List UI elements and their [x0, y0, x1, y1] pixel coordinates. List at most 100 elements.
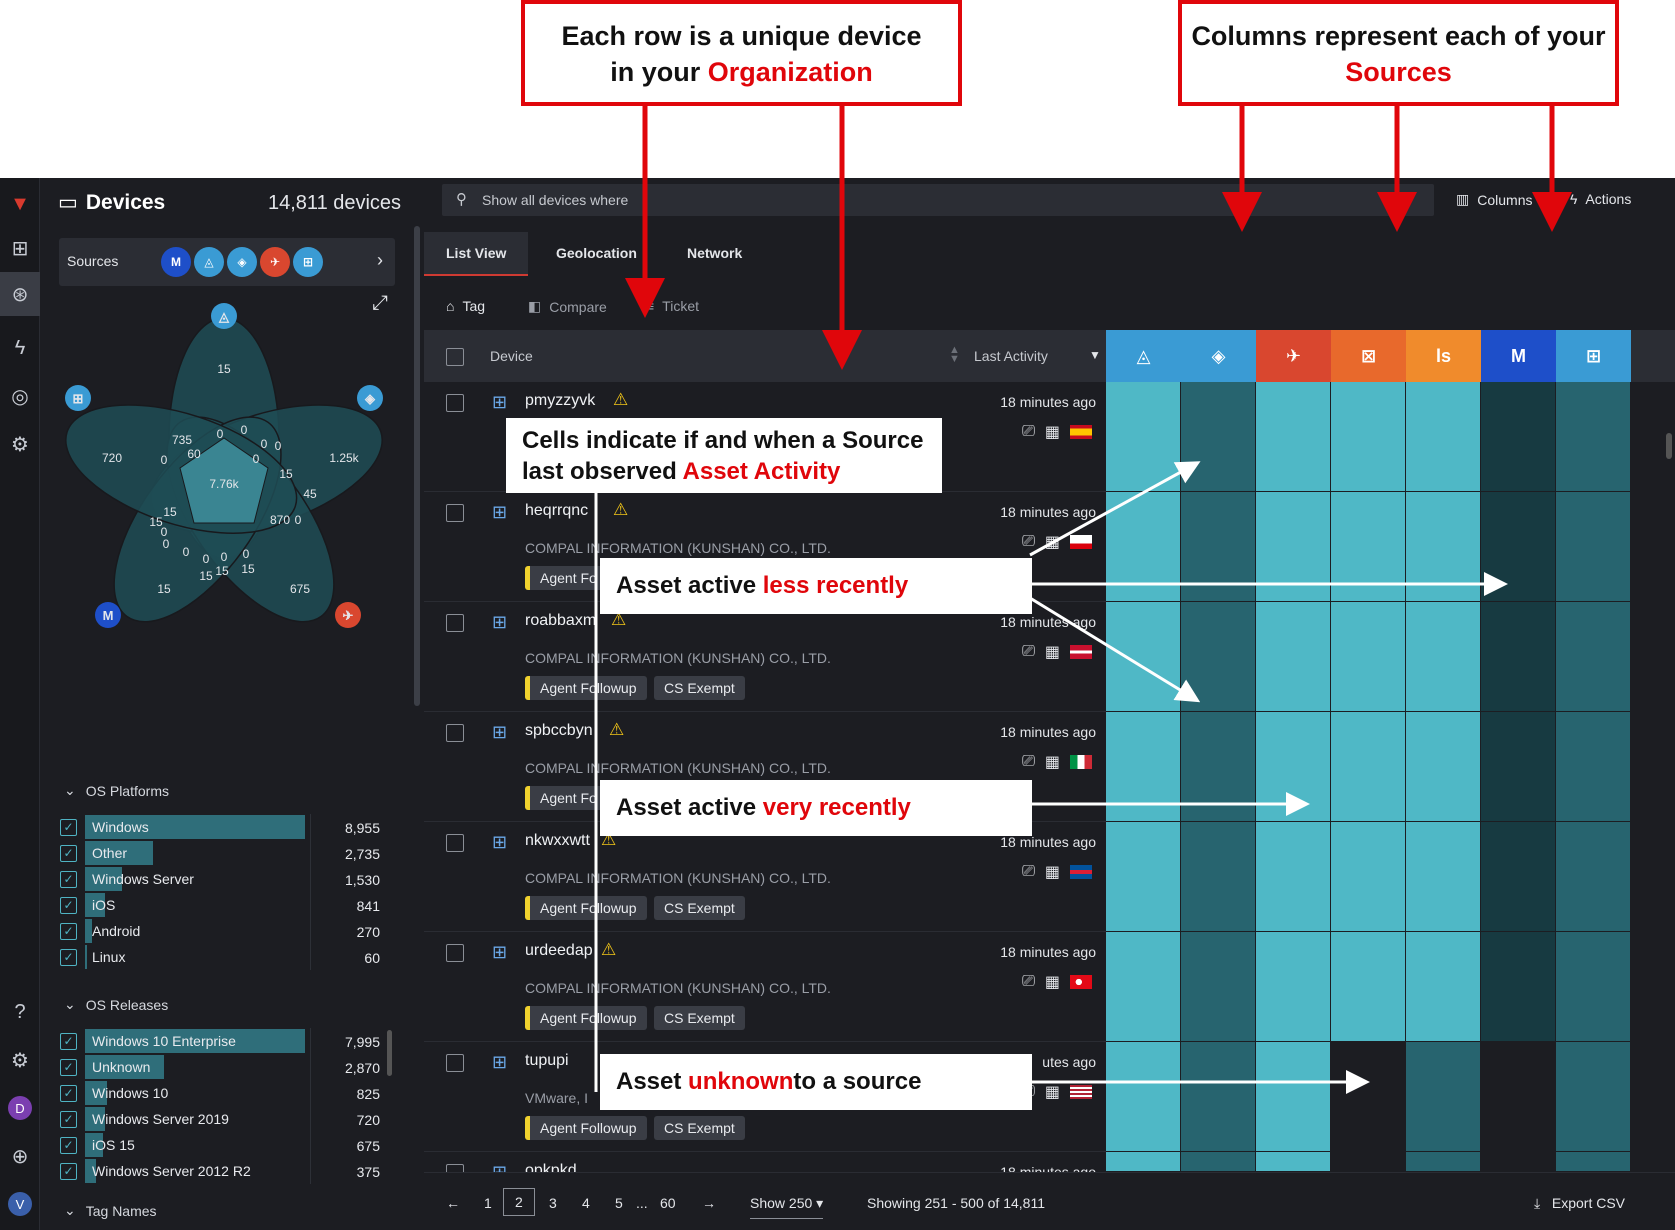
cs-exempt-tag[interactable]: CS Exempt	[654, 896, 745, 920]
search-bar[interactable]: ⚲ Show all devices where	[442, 184, 1434, 216]
neb-source-column-header[interactable]: M	[1481, 330, 1556, 382]
device-name[interactable]: nkwxxwtt	[525, 832, 590, 849]
activity-cell[interactable]	[1256, 932, 1331, 1042]
list-item[interactable]: ✓ Windows Server 2012 R2 375	[60, 1158, 390, 1184]
activity-cell[interactable]	[1331, 1042, 1406, 1152]
activity-cell[interactable]	[1256, 382, 1331, 492]
cs-exempt-tag[interactable]: CS Exempt	[654, 676, 745, 700]
page-5[interactable]: 5	[615, 1195, 623, 1211]
activity-cell[interactable]	[1331, 1152, 1406, 1172]
scan-source-column-header[interactable]: ⊠	[1331, 330, 1406, 382]
agent-followup-tag[interactable]: Agent Fo	[525, 566, 607, 590]
activity-cell[interactable]	[1181, 382, 1256, 492]
row-checkbox[interactable]	[446, 1054, 464, 1072]
row-checkbox[interactable]	[446, 394, 464, 412]
checkbox[interactable]: ✓	[60, 896, 77, 914]
table-row[interactable]: ⊞ roabbaxm ⚠ COMPAL INFORMATION (KUNSHAN) C…	[424, 602, 1106, 712]
radar-icon[interactable]: ◎	[11, 385, 29, 408]
tab-network[interactable]: Network	[687, 245, 743, 261]
table-scrollbar[interactable]	[1666, 433, 1672, 459]
activity-cell[interactable]	[1106, 1042, 1181, 1152]
list-item[interactable]: ✓ Windows 10 825	[60, 1080, 390, 1106]
page-4[interactable]: 4	[582, 1195, 590, 1211]
row-checkbox[interactable]	[446, 834, 464, 852]
checkbox[interactable]: ✓	[60, 948, 77, 966]
table-row[interactable]: ⊞ nkwxxwtt ⚠ COMPAL INFORMATION (KUNSHAN) C…	[424, 822, 1106, 932]
ticket-button[interactable]: ≡ Ticket	[646, 298, 699, 314]
activity-cell[interactable]	[1406, 492, 1481, 602]
activity-cell[interactable]	[1406, 1042, 1481, 1152]
tag-names-header[interactable]: ⌄ Tag Names	[64, 1202, 157, 1219]
activity-cell[interactable]	[1181, 492, 1256, 602]
activity-cell[interactable]	[1256, 602, 1331, 712]
activity-cell[interactable]	[1556, 822, 1631, 932]
next-page-arrow[interactable]: →	[702, 1195, 716, 1211]
agent-followup-tag[interactable]: Agent Followup	[525, 896, 647, 920]
sort-icon[interactable]: ▲ ▼	[949, 344, 960, 365]
activity-cell[interactable]	[1181, 932, 1256, 1042]
left-panel-scrollbar[interactable]	[414, 226, 420, 706]
activity-cell[interactable]	[1406, 932, 1481, 1042]
checkbox[interactable]: ✓	[60, 1110, 77, 1128]
row-checkbox[interactable]	[446, 614, 464, 632]
list-item[interactable]: ✓ Windows 10 Enterprise 7,995	[60, 1028, 390, 1054]
activity-cell[interactable]	[1256, 822, 1331, 932]
activity-cell[interactable]	[1106, 602, 1181, 712]
activity-cell[interactable]	[1556, 712, 1631, 822]
activity-cell[interactable]	[1256, 492, 1331, 602]
list-item[interactable]: ✓ Windows Server 1,530	[60, 866, 390, 892]
activity-cell[interactable]	[1406, 382, 1481, 492]
actions-button[interactable]: ϟ Actions	[1570, 191, 1631, 207]
list-item[interactable]: ✓ Windows 8,955	[60, 814, 390, 840]
settings-gear-icon[interactable]: ⚙	[11, 1049, 29, 1072]
device-column-header[interactable]: Device	[490, 348, 533, 364]
activity-cell[interactable]	[1406, 822, 1481, 932]
activity-cell[interactable]	[1481, 932, 1556, 1042]
list-item[interactable]: ✓ Other 2,735	[60, 840, 390, 866]
cs-exempt-tag[interactable]: CS Exempt	[654, 1116, 745, 1140]
list-item[interactable]: ✓ Android 270	[60, 918, 390, 944]
windows-source-icon[interactable]: ⊞	[293, 247, 323, 277]
globe-icon[interactable]: ⊕	[11, 1145, 29, 1168]
activity-cell[interactable]	[1556, 602, 1631, 712]
list-item[interactable]: ✓ iOS 15 675	[60, 1132, 390, 1158]
activity-cell[interactable]	[1481, 1042, 1556, 1152]
brand-logo-icon[interactable]: ▼	[10, 192, 30, 215]
sort-desc-icon[interactable]: ▼	[1089, 348, 1101, 362]
os-releases-header[interactable]: ⌄ OS Releases	[64, 996, 168, 1013]
checkbox[interactable]: ✓	[60, 844, 77, 862]
tag-button[interactable]: ⌂ Tag	[446, 298, 485, 314]
prev-page-arrow[interactable]: ←	[446, 1195, 460, 1211]
activity-cell[interactable]	[1481, 712, 1556, 822]
activity-cell[interactable]	[1181, 1042, 1256, 1152]
triangle-source-column-header[interactable]: ◬	[1106, 330, 1181, 382]
row-checkbox[interactable]	[446, 724, 464, 742]
activity-cell[interactable]	[1481, 1152, 1556, 1172]
activity-cell[interactable]	[1556, 492, 1631, 602]
agent-followup-tag[interactable]: Agent Followup	[525, 676, 647, 700]
activity-cell[interactable]	[1331, 712, 1406, 822]
checkbox[interactable]: ✓	[60, 870, 77, 888]
activity-cell[interactable]	[1106, 822, 1181, 932]
table-row[interactable]: ⊞ urdeedap ⚠ COMPAL INFORMATION (KUNSHAN) C…	[424, 932, 1106, 1042]
activity-cell[interactable]	[1406, 712, 1481, 822]
columns-button[interactable]: ▥ Columns	[1456, 191, 1532, 208]
select-all-checkbox[interactable]	[446, 348, 464, 366]
connector-icon[interactable]: ⚙	[11, 433, 29, 456]
activity-cell[interactable]	[1556, 1042, 1631, 1152]
falcon-source-column-header[interactable]: ✈	[1256, 330, 1331, 382]
device-name[interactable]: pmyzzyvk	[525, 392, 596, 409]
activity-cell[interactable]	[1331, 822, 1406, 932]
agent-followup-tag[interactable]: Agent Fo	[525, 786, 607, 810]
activity-cell[interactable]	[1481, 382, 1556, 492]
page-1[interactable]: 1	[484, 1195, 492, 1211]
sources-filter[interactable]: Sources M ◬ ◈ ✈ ⊞ ›	[59, 238, 395, 286]
list-item[interactable]: ✓ Linux 60	[60, 944, 390, 970]
tab-list-view[interactable]: List View	[424, 232, 529, 276]
activity-cell[interactable]	[1181, 602, 1256, 712]
device-name[interactable]: heqrrqnc	[525, 502, 589, 519]
list-item[interactable]: ✓ Windows Server 2019 720	[60, 1106, 390, 1132]
activity-cell[interactable]	[1481, 822, 1556, 932]
help-icon[interactable]: ?	[14, 1000, 26, 1023]
table-row[interactable]: ⊞ spbccbyn ⚠ COMPAL INFORMATION (KUNSHAN) C…	[424, 712, 1106, 822]
